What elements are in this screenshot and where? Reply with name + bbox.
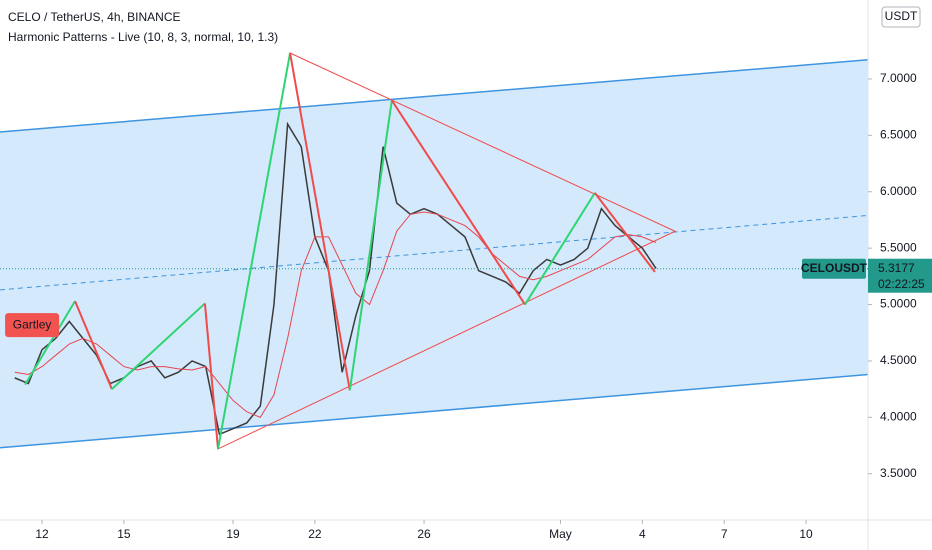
symbol-label: CELOUSDT [801,261,868,275]
channel-middle [0,214,869,291]
price-line [14,211,657,418]
x-tick-label: May [549,527,572,541]
zigzag-leg [289,52,351,391]
x-tick-label: 12 [35,527,49,541]
y-tick-label: 6.5000 [880,128,917,142]
y-tick-label: 4.0000 [880,410,917,424]
y-tick-label: 6.0000 [880,184,917,198]
chart-title: CELO / TetherUS, 4h, BINANCE [8,10,181,24]
zigzag-leg [111,302,206,390]
pattern-badge [5,313,60,338]
channel-upper [0,59,869,133]
price-label: 5.3177 [878,261,915,275]
x-tick-label: 26 [417,527,431,541]
x-tick-label: 22 [308,527,322,541]
price-badge [868,258,932,293]
indicator-label: Harmonic Patterns - Live (10, 8, 3, norm… [8,30,278,44]
currency-badge[interactable] [881,6,921,28]
zigzag-leg [74,300,113,390]
y-tick-label: 5.0000 [880,297,917,311]
zigzag-leg [391,99,526,306]
plot [0,52,869,450]
price-line [14,121,657,436]
x-tick-label: 4 [639,527,646,541]
channel-lower [0,373,869,449]
x-tick-label: 7 [721,527,728,541]
symbol-badge [802,258,866,279]
channel-fill [0,59,868,448]
x-tick-label: 19 [226,527,240,541]
currency: USDT [885,9,918,23]
zigzag-leg [203,303,220,450]
zigzag-leg [24,300,76,386]
y-tick-label: 7.0000 [880,71,917,85]
zigzag-leg [348,100,393,391]
zigzag-leg [217,52,292,450]
zigzag-leg [594,192,656,273]
x-tick-label: 10 [799,527,813,541]
zigzag-leg [524,192,596,306]
y-tick-label: 4.5000 [880,353,917,367]
pattern-label: Gartley [13,317,52,331]
y-tick-label: 5.5000 [880,240,917,254]
countdown-label: 02:22:25 [878,277,925,291]
y-tick-label: 3.5000 [880,466,917,480]
x-tick-label: 15 [117,527,131,541]
